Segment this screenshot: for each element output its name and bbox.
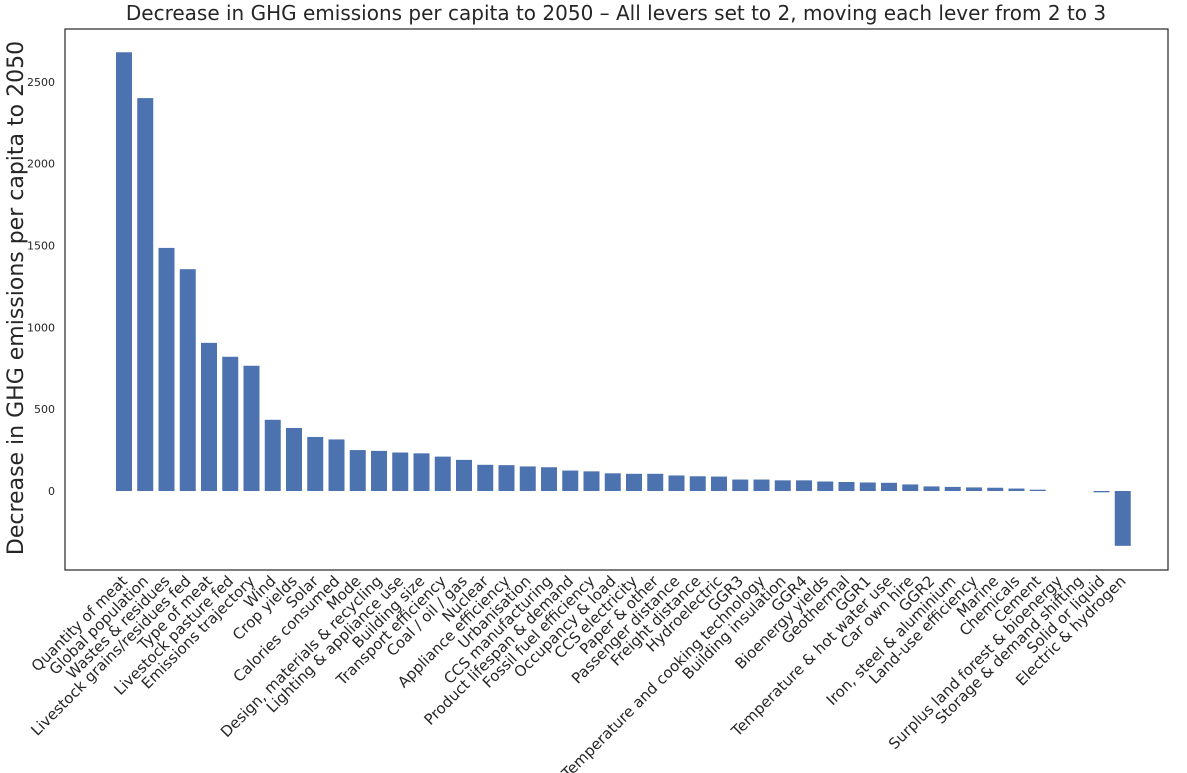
bar [1114, 491, 1131, 546]
y-tick-label: 500 [34, 403, 55, 416]
bar [222, 356, 239, 491]
y-tick-label: 2500 [27, 76, 55, 89]
chart-title: Decrease in GHG emissions per capita to … [126, 1, 1106, 25]
bar [647, 473, 664, 491]
bar [732, 479, 749, 491]
bar [987, 487, 1004, 491]
bar [1093, 491, 1110, 493]
bar [286, 427, 302, 491]
bar [966, 487, 982, 491]
bar [264, 419, 281, 491]
bar [328, 439, 345, 491]
bar [413, 453, 430, 491]
bar [583, 471, 600, 491]
bar [349, 450, 366, 491]
plot-frame [64, 28, 1169, 571]
bar [456, 459, 472, 491]
bar [859, 482, 876, 491]
bar [116, 52, 132, 491]
y-tick-label: 2000 [27, 158, 55, 171]
bar [477, 464, 494, 491]
y-ticks-group: 0 500 1000 1500 2000 2500 [27, 76, 55, 498]
bar [944, 486, 961, 491]
bar [753, 479, 770, 491]
bar [434, 456, 451, 491]
bar [243, 365, 260, 491]
bar [541, 467, 557, 491]
y-tick-label: 1500 [27, 239, 55, 252]
bar [137, 98, 154, 492]
bar [158, 247, 175, 491]
y-tick-label: 1000 [27, 321, 55, 334]
bar [179, 269, 196, 491]
bar [711, 476, 727, 491]
bar [668, 475, 685, 491]
bar [796, 480, 812, 491]
bar [817, 481, 834, 491]
bar [774, 480, 791, 491]
bar [498, 465, 515, 491]
bar [392, 452, 409, 491]
bar [562, 470, 579, 491]
bar [838, 482, 855, 491]
bars-group [116, 52, 1131, 546]
bar [307, 436, 324, 491]
bar [519, 466, 536, 491]
bar [201, 342, 217, 491]
bar [1029, 489, 1046, 491]
bar [689, 476, 706, 491]
bar [626, 473, 642, 491]
bar [881, 482, 897, 491]
bar [371, 450, 387, 491]
bar [902, 484, 919, 491]
bar [1008, 488, 1025, 491]
bar [923, 486, 940, 491]
y-axis-label: Decrease in GHG emissions per capita to … [4, 41, 29, 555]
bar [604, 473, 621, 491]
y-tick-label: 0 [48, 485, 55, 498]
